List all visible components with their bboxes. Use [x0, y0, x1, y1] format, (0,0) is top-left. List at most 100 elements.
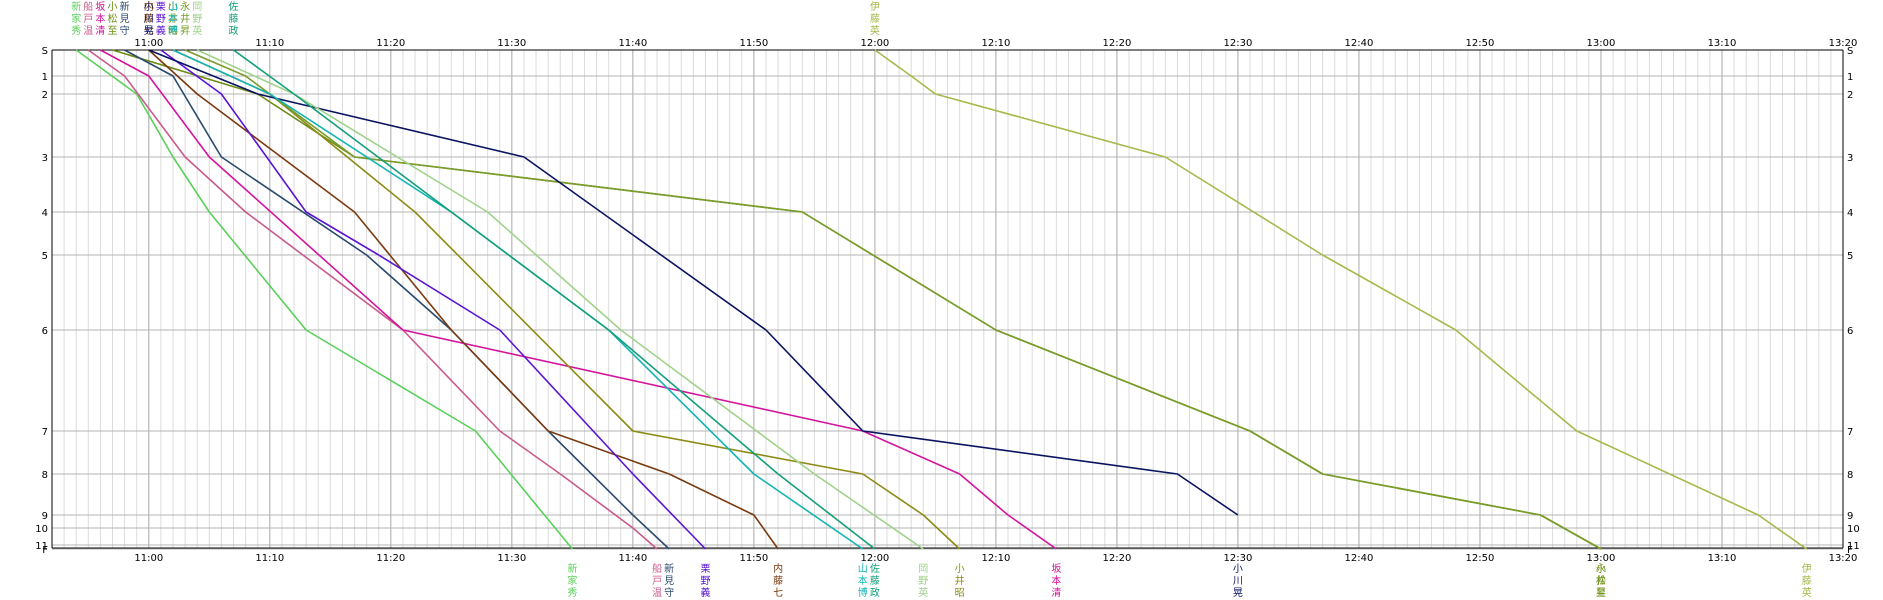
- checkpoint-label-left: 3: [42, 153, 48, 164]
- checkpoint-label-right: 4: [1847, 208, 1853, 219]
- runner-name-char: 山: [858, 563, 868, 575]
- runner-label-top: 佐藤政: [229, 1, 239, 37]
- checkpoint-label-left: 10: [35, 524, 48, 535]
- x-tick-label-bottom: 11:30: [497, 553, 526, 564]
- runner-name-char: 内: [144, 0, 154, 13]
- runner-name-char: 川: [144, 14, 154, 25]
- runner-name-char: 清: [1051, 586, 1061, 599]
- checkpoint-label-right: 2: [1847, 90, 1853, 101]
- runner-name-char: 義: [156, 24, 166, 37]
- runner-name-char: 野: [700, 575, 710, 587]
- x-tick-label-bottom: 12:20: [1103, 553, 1132, 564]
- x-tick-label-top: 11:50: [739, 38, 768, 49]
- runner-name-char: 秀: [567, 587, 577, 599]
- checkpoint-label-left: 1: [42, 72, 48, 83]
- runner-name-char: 藤: [870, 575, 880, 587]
- runner-name-char: 野: [918, 575, 928, 587]
- checkpoint-label-left: 4: [42, 208, 48, 219]
- x-tick-label-bottom: 13:20: [1829, 553, 1858, 564]
- x-tick-label-top: 13:20: [1829, 38, 1858, 49]
- runner-name-char: 政: [870, 586, 880, 599]
- runner-name-char: 見: [120, 13, 130, 25]
- runner-name-char: 晃: [1233, 587, 1243, 599]
- runner-name-char: 栗: [156, 1, 166, 13]
- runner-name-char: 小: [168, 1, 178, 13]
- runner-name-char: 本: [1051, 574, 1061, 587]
- runner-name-char: 義: [700, 586, 710, 599]
- runner-name-char: 本: [95, 12, 105, 25]
- checkpoint-label-right: 5: [1847, 251, 1853, 262]
- checkpoint-label-left: 8: [42, 470, 48, 481]
- x-tick-label-top: 13:00: [1587, 38, 1616, 49]
- x-tick-label-top: 11:10: [255, 38, 284, 49]
- runner-name-char: 佐: [870, 563, 880, 575]
- x-tick-label-bottom: 12:50: [1466, 553, 1495, 564]
- runner-name-char: 英: [918, 586, 928, 599]
- runner-label-bottom: 内藤七: [773, 562, 783, 599]
- runner-name-char: 新: [664, 562, 674, 575]
- runner-name-char: 戸: [83, 13, 93, 25]
- checkpoint-label-left: 5: [42, 251, 48, 262]
- checkpoint-label-left: 11: [35, 541, 48, 552]
- runner-label-bottom: 小川晃: [1233, 563, 1243, 599]
- runner-label-top: 栗野義: [156, 1, 166, 37]
- runner-name-char: 英: [870, 24, 880, 37]
- runner-label-bottom: 小松至: [1596, 563, 1606, 599]
- x-tick-label-bottom: 13:00: [1587, 553, 1616, 564]
- runner-label-top: 山本博: [168, 1, 178, 37]
- runner-label-top: 船戸温: [83, 0, 93, 37]
- runner-name-char: 井: [955, 574, 965, 587]
- x-tick-label-bottom: 12:30: [1224, 553, 1253, 564]
- series-line-13: [233, 49, 876, 550]
- runner-label-top: 伊藤英: [870, 1, 880, 37]
- runner-name-char: 永: [180, 0, 190, 13]
- runner-name-char: 岡: [192, 1, 202, 13]
- x-tick-label-bottom: 13:10: [1708, 553, 1737, 564]
- runner-name-char: 藤: [773, 575, 783, 587]
- runner-name-char: 温: [83, 25, 93, 37]
- runner-name-char: 本: [168, 12, 178, 25]
- runner-name-char: 秀: [71, 25, 81, 37]
- x-tick-label-bottom: 11:40: [618, 553, 647, 564]
- runner-name-char: 守: [120, 24, 130, 37]
- x-tick-label-top: 11:20: [376, 38, 405, 49]
- checkpoint-label-right: 3: [1847, 153, 1853, 164]
- runner-label-bottom: 山本博: [858, 563, 868, 599]
- runner-name-char: 七: [773, 587, 783, 599]
- runner-name-char: 戸: [652, 575, 662, 587]
- runner-name-char: 政: [229, 24, 239, 37]
- runner-name-char: 清: [95, 24, 105, 37]
- runner-label-top: 小川晃: [144, 1, 154, 37]
- x-tick-label-top: 12:40: [1345, 38, 1374, 49]
- runner-name-char: 伊: [870, 1, 880, 13]
- runner-name-char: 藤: [870, 13, 880, 25]
- x-tick-label-top: 11:00: [134, 38, 163, 49]
- runner-name-char: 永: [1596, 562, 1606, 575]
- runner-label-top: 小松至: [108, 1, 118, 37]
- runner-label-top: 内藤七: [144, 0, 154, 37]
- series-line-5: [124, 49, 670, 550]
- runner-name-char: 晃: [144, 25, 154, 37]
- runner-labels: 新家秀新家秀船戸温船戸温坂本清坂本清小松至小松至新見守新見守内藤七内藤七栗野義栗…: [71, 0, 1811, 599]
- runner-name-char: 井: [1596, 574, 1606, 587]
- runner-label-top: 新見守: [120, 0, 130, 37]
- runner-name-char: 岡: [918, 563, 928, 575]
- runner-name-char: 小: [1596, 563, 1606, 575]
- runner-label-bottom: 坂本清: [1051, 563, 1061, 599]
- checkpoint-label-right: 8: [1847, 470, 1853, 481]
- series-line-7: [160, 49, 707, 550]
- runner-name-char: 船: [83, 0, 93, 13]
- checkpoint-label-left: 6: [42, 326, 48, 337]
- runner-name-char: 松: [108, 12, 118, 25]
- runner-label-top: 坂本清: [95, 1, 105, 37]
- runner-name-char: 至: [1596, 587, 1606, 599]
- runner-name-char: 家: [567, 574, 577, 587]
- series-line-12: [196, 49, 924, 550]
- checkpoint-label-left: S: [42, 46, 48, 57]
- checkpoint-label-right: 11: [1847, 541, 1860, 552]
- runner-name-char: 藤: [144, 13, 154, 25]
- runner-name-char: 新: [120, 0, 130, 13]
- series-line-3: [100, 49, 1057, 550]
- checkpoint-label-right: S: [1847, 46, 1853, 57]
- runner-name-char: 博: [168, 24, 178, 37]
